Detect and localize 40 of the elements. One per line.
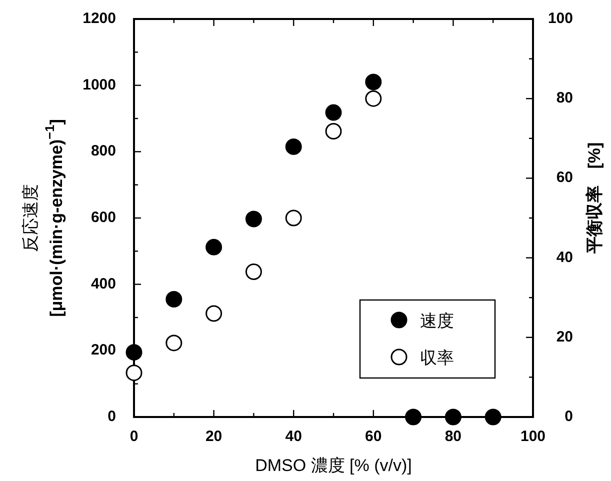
x-tick-label: 20 xyxy=(205,428,222,445)
point xyxy=(206,238,222,256)
x-axis-title: DMSO 濃度 [% (v/v)] xyxy=(255,456,412,476)
y2-tick-label: 60 xyxy=(556,169,573,186)
y2-tick-label: 0 xyxy=(564,408,573,425)
x-tick-label: 100 xyxy=(520,428,546,445)
x-tick-label: 60 xyxy=(365,428,382,445)
y2-tick-label: 40 xyxy=(556,248,573,266)
point xyxy=(365,90,382,107)
y2-tick-label: 20 xyxy=(556,328,573,346)
y-tick-label: 1000 xyxy=(82,76,116,94)
point xyxy=(285,210,302,226)
legend-label: 収率 xyxy=(420,348,454,368)
point xyxy=(325,104,342,121)
y-tick-label: 400 xyxy=(90,275,116,292)
point xyxy=(206,305,222,322)
point xyxy=(245,263,262,280)
point xyxy=(126,364,142,382)
y-tick-label: 1200 xyxy=(82,10,116,27)
point xyxy=(285,138,302,155)
y-tick-label: 0 xyxy=(108,408,116,425)
legend-label: 速度 xyxy=(420,311,454,330)
point xyxy=(444,408,462,426)
x-tick-label: 80 xyxy=(444,428,462,445)
point xyxy=(126,344,142,361)
y2-tick-label: 80 xyxy=(556,90,573,107)
point xyxy=(166,334,182,352)
point xyxy=(405,408,422,426)
point xyxy=(325,122,342,140)
y2-tick-label: 100 xyxy=(548,10,573,27)
point xyxy=(484,408,502,426)
x-tick-label: 40 xyxy=(285,428,302,445)
point xyxy=(245,210,262,228)
x-tick-label: 0 xyxy=(130,428,138,445)
point xyxy=(365,74,382,90)
point xyxy=(166,291,182,308)
y-tick-label: 600 xyxy=(90,208,116,226)
y2-axis-title: 平衡収率 [%] xyxy=(585,142,604,255)
y-tick-label: 800 xyxy=(90,142,116,160)
y-tick-label: 200 xyxy=(90,342,116,359)
